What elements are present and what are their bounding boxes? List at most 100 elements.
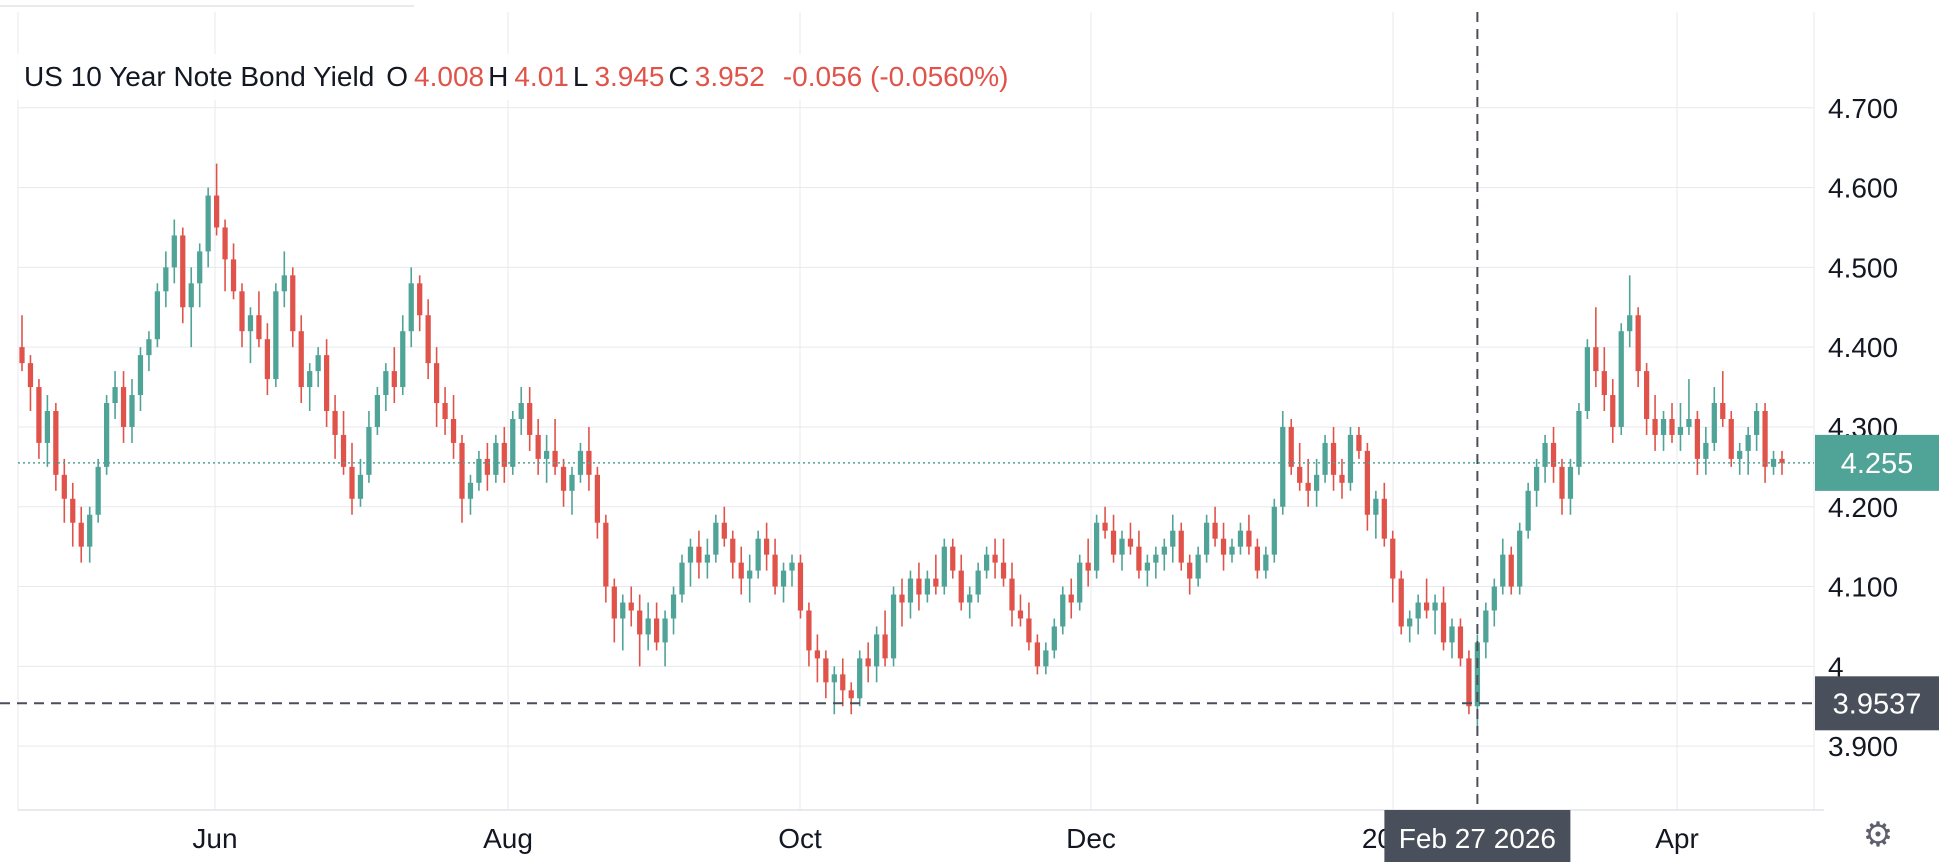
candle-body xyxy=(1711,403,1717,443)
candle-body xyxy=(1677,426,1684,435)
candle-body xyxy=(290,275,296,332)
candle-body xyxy=(78,522,84,547)
candle-body xyxy=(535,434,541,459)
candle-body xyxy=(992,554,998,563)
y-tick-label: 4.400 xyxy=(1828,332,1898,363)
candle-body xyxy=(713,522,719,555)
candle-body xyxy=(857,658,863,699)
legend-title: US 10 Year Note Bond Yield xyxy=(24,61,375,92)
candle-body xyxy=(1288,426,1294,467)
candle-body xyxy=(197,251,203,284)
overlays xyxy=(0,12,1814,810)
candle-body xyxy=(1500,554,1506,587)
candle-body xyxy=(484,458,491,475)
candle-body xyxy=(789,562,795,571)
candle-body xyxy=(27,363,34,388)
x-tick-label: Jun xyxy=(192,823,237,854)
candle-body xyxy=(1203,522,1210,555)
candle-body xyxy=(730,538,736,563)
candle-body xyxy=(1390,538,1396,579)
candle-body xyxy=(213,195,220,228)
candle-body xyxy=(983,554,990,571)
candle-body xyxy=(1525,490,1531,531)
candle-body xyxy=(1102,522,1108,531)
candle-body xyxy=(603,522,609,587)
crosshair-price-label: 3.9537 xyxy=(1833,688,1922,720)
candle-body xyxy=(1474,642,1481,707)
candle-body xyxy=(958,570,964,603)
candle-body xyxy=(1119,538,1125,555)
candle-body xyxy=(1483,610,1489,643)
candle-body xyxy=(569,474,575,491)
candle-body xyxy=(967,594,973,603)
candle-body xyxy=(1187,562,1193,579)
x-tick-label: Aug xyxy=(483,823,533,854)
candle-body xyxy=(1593,347,1599,372)
candle-body xyxy=(53,411,59,475)
candle-body xyxy=(1466,658,1472,707)
candle-body xyxy=(645,618,651,635)
candle-body xyxy=(1060,594,1066,627)
candle-body xyxy=(315,355,321,372)
y-tick-label: 4.600 xyxy=(1828,173,1898,204)
candle-body xyxy=(264,339,271,380)
candle-body xyxy=(1000,562,1007,579)
candle-body xyxy=(780,570,787,587)
candle-body xyxy=(848,690,854,699)
candle-body xyxy=(1009,578,1015,611)
candle-body xyxy=(840,674,846,691)
candle-body xyxy=(298,331,304,388)
candle-body xyxy=(374,395,381,427)
candle-body xyxy=(95,466,101,515)
candle-body xyxy=(1161,546,1167,555)
candle-body xyxy=(120,387,127,427)
candle-body xyxy=(87,514,93,547)
candle-body xyxy=(1720,403,1726,419)
candle-body xyxy=(865,658,871,667)
candle-body xyxy=(1753,411,1760,435)
candle-body xyxy=(1559,466,1565,499)
candle-body xyxy=(916,578,922,595)
legend-open-value: 4.008 xyxy=(414,61,485,92)
candle-body xyxy=(890,594,897,659)
candle-body xyxy=(899,594,905,603)
axes: 4.7004.6004.5004.4004.3004.2004.10043.90… xyxy=(192,93,1939,862)
candle-body xyxy=(493,442,499,475)
candle-body xyxy=(323,355,330,411)
candle-body xyxy=(256,315,262,340)
candle-body xyxy=(501,442,507,467)
candle-body xyxy=(933,578,939,587)
crosshair-date-label: Feb 27 2026 xyxy=(1399,823,1556,854)
candle-body xyxy=(129,395,135,427)
candle-body xyxy=(1271,506,1277,555)
candle-body xyxy=(924,578,931,595)
candle-body xyxy=(1043,650,1049,667)
gear-icon[interactable]: ⚙ xyxy=(1862,816,1894,854)
candle-body xyxy=(1643,371,1650,419)
candle-body xyxy=(1618,331,1624,427)
candle-body xyxy=(1449,626,1455,643)
candle-body xyxy=(620,602,626,619)
candle-body xyxy=(1601,371,1607,396)
candle-body xyxy=(1423,602,1430,611)
candle-body xyxy=(1381,498,1387,539)
candle-body xyxy=(230,259,237,292)
candle-body xyxy=(1237,530,1244,547)
candle-body xyxy=(1669,418,1675,435)
y-tick-label: 4.100 xyxy=(1828,572,1898,603)
candle-body xyxy=(806,610,812,651)
candle-body xyxy=(1246,530,1252,547)
candle-body xyxy=(1745,434,1751,451)
candle-body xyxy=(1212,522,1218,539)
candle-body xyxy=(1627,315,1633,332)
candle-body xyxy=(222,227,228,260)
candle-body xyxy=(400,331,406,388)
candle-body xyxy=(518,403,524,419)
candle-body xyxy=(653,618,660,643)
candle-body xyxy=(1779,458,1785,463)
candle-body xyxy=(44,411,51,443)
x-tick-label: Oct xyxy=(778,823,822,854)
candle-body xyxy=(1313,474,1320,491)
